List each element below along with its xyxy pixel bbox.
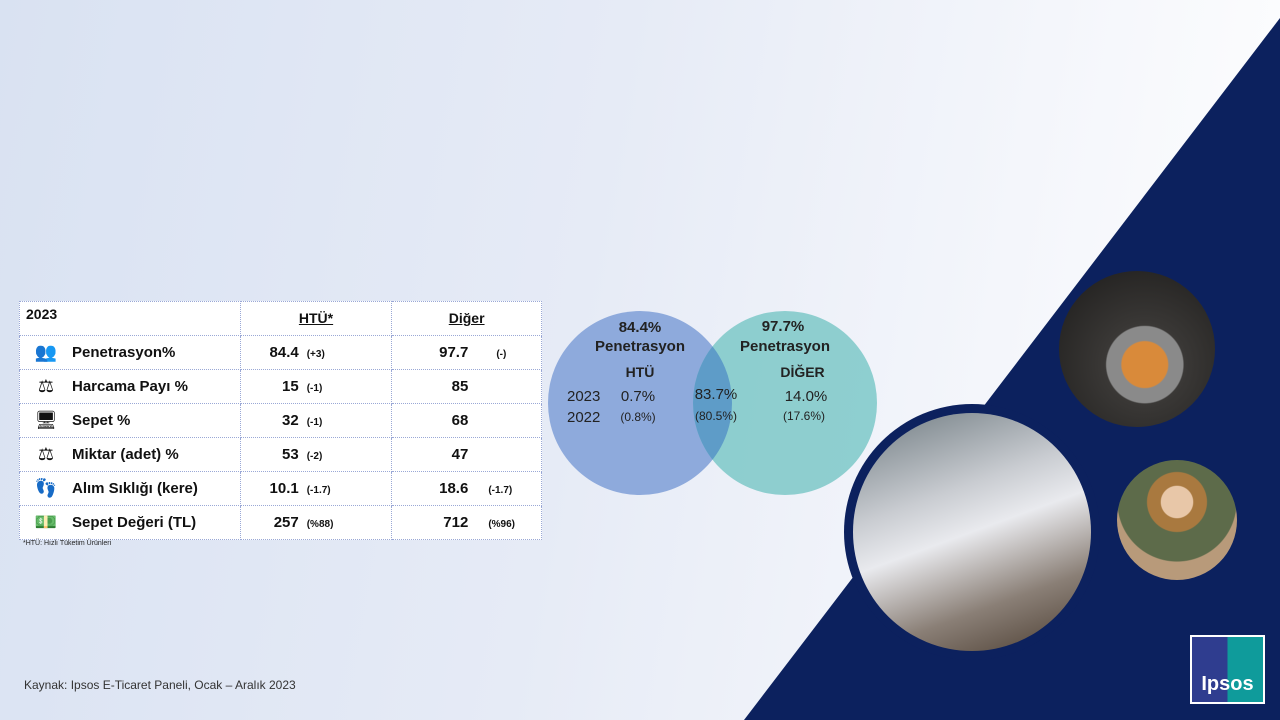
htu-change: (+3): [306, 348, 325, 360]
diger-value: 85: [451, 377, 469, 395]
diger-only-2023: 14.0%: [784, 388, 828, 405]
row-label: Miktar (adet) %: [72, 445, 179, 463]
source-note: Kaynak: Ipsos E-Ticaret Paneli, Ocak – A…: [24, 678, 296, 692]
logo-text: Ipsos: [1201, 673, 1254, 695]
diger-value: 47: [451, 445, 469, 463]
shopping-cart-photo: [1059, 271, 1215, 427]
diger-value: 712: [443, 513, 469, 531]
htu-value: 53: [282, 445, 299, 463]
table-row: ⚖ Harcama Payı % 15 (-1) 85: [19, 368, 542, 404]
htu-penetration: 84.4%: [618, 319, 662, 336]
row-label: Harcama Payı %: [72, 377, 188, 395]
diger-label: DİĞER: [780, 364, 825, 380]
htu-value: 257: [273, 513, 299, 531]
monitor-basket-icon: 🖥: [34, 409, 58, 430]
metrics-table: 2023 HTÜ* Diğer 👥 Penetrasyon% 84.4 (+3) 9…: [19, 301, 542, 540]
ipsos-logo: Ipsos: [1190, 635, 1265, 704]
htu-value: 84.4: [269, 343, 299, 361]
diger-value: 97.7: [439, 343, 469, 361]
htu-change: (%88): [306, 518, 334, 530]
column-diger: Diğer: [391, 301, 542, 336]
diger-value: 68: [451, 411, 469, 429]
footnote: *HTÜ: Hızlı Tüketim Ürünleri: [23, 540, 112, 547]
laptop-phone-photo: [844, 404, 1100, 660]
diger-penetration: 97.7%: [761, 318, 805, 335]
diger-value: 18.6: [439, 479, 469, 497]
htu-change: (-1): [306, 382, 323, 394]
woman-smiling-photo: [1117, 460, 1237, 580]
diger-change: (-): [496, 348, 507, 360]
htu-only-2022: (0.8%): [620, 410, 656, 424]
htu-value: 32: [282, 411, 299, 429]
htu-label: HTÜ: [625, 364, 655, 380]
htu-value: 10.1: [269, 479, 299, 497]
htu-change: (-1.7): [306, 484, 331, 496]
year-2023: 2023: [567, 388, 601, 405]
htu-value: 15: [282, 377, 299, 395]
both-2022: (80.5%): [694, 409, 738, 423]
scale-icon: ⚖: [37, 443, 55, 464]
diger-penetration-label: Penetrasyon: [739, 338, 831, 355]
row-label: Sepet Değeri (TL): [72, 513, 197, 531]
htu-penetration-label: Penetrasyon: [594, 338, 686, 355]
scale-money-icon: ⚖: [37, 375, 55, 396]
table-row: 🖥 Sepet % 32 (-1) 68: [19, 402, 542, 438]
htu-change: (-1): [306, 416, 323, 428]
diger-change: (%96): [488, 518, 515, 530]
table-row: 💵 Sepet Değeri (TL) 257 (%88) 712 (%96): [19, 504, 542, 540]
row-label: Alım Sıklığı (kere): [72, 479, 198, 497]
venn-circle-diger: [693, 311, 877, 495]
both-2023: 83.7%: [694, 386, 738, 403]
htu-only-2023: 0.7%: [620, 388, 656, 405]
people-icon: 👥: [34, 341, 58, 362]
year-2022: 2022: [567, 409, 601, 426]
table-row: 👥 Penetrasyon% 84.4 (+3) 97.7 (-): [19, 334, 542, 370]
diger-change: (-1.7): [488, 484, 513, 496]
footprints-icon: 👣: [34, 477, 58, 498]
row-label: Penetrasyon%: [72, 343, 176, 361]
row-label: Sepet %: [72, 411, 131, 429]
table-row: 👣 Alım Sıklığı (kere) 10.1 (-1.7) 18.6 (-1.…: [19, 470, 542, 506]
htu-change: (-2): [306, 450, 323, 462]
venn-circle-htu: [548, 311, 732, 495]
diger-only-2022: (17.6%): [782, 409, 826, 423]
money-icon: 💵: [34, 511, 58, 532]
